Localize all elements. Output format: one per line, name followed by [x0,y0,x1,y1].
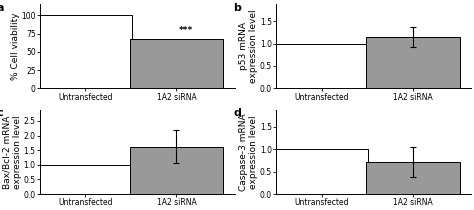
Bar [38,15,132,88]
Y-axis label: Bax/Bcl-2 mRNA
expression level: Bax/Bcl-2 mRNA expression level [3,115,22,189]
Text: a: a [0,3,4,13]
Y-axis label: % Cell viability: % Cell viability [11,12,20,80]
Bar [366,162,459,194]
Text: ***: *** [179,26,193,35]
Bar [129,39,223,88]
Text: c: c [0,108,4,118]
Y-axis label: Caspase-3 mRNA
expression level: Caspase-3 mRNA expression level [239,113,258,191]
Bar [275,43,368,88]
Bar [38,165,132,194]
Bar [275,149,368,194]
Text: d: d [233,108,241,118]
Bar [129,147,223,194]
Bar [366,37,459,88]
Text: b: b [233,3,241,13]
Y-axis label: p53 mRNA
expression level: p53 mRNA expression level [239,9,258,83]
